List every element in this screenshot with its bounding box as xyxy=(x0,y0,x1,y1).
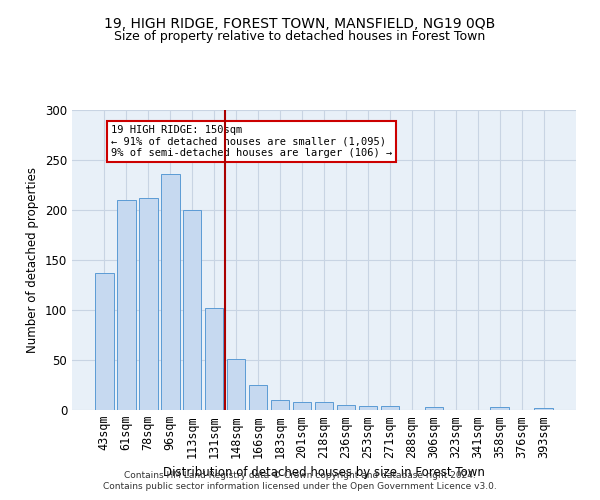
Y-axis label: Number of detached properties: Number of detached properties xyxy=(26,167,40,353)
Bar xyxy=(337,405,355,410)
Bar xyxy=(359,406,377,410)
Text: Size of property relative to detached houses in Forest Town: Size of property relative to detached ho… xyxy=(115,30,485,43)
Text: Contains public sector information licensed under the Open Government Licence v3: Contains public sector information licen… xyxy=(103,482,497,491)
Bar xyxy=(490,407,509,410)
Bar xyxy=(425,407,443,410)
Bar xyxy=(271,400,289,410)
Bar xyxy=(227,359,245,410)
Bar xyxy=(139,198,158,410)
Bar xyxy=(535,408,553,410)
Bar xyxy=(314,402,334,410)
Bar xyxy=(205,308,223,410)
Bar xyxy=(183,210,202,410)
Bar xyxy=(95,273,113,410)
Text: 19, HIGH RIDGE, FOREST TOWN, MANSFIELD, NG19 0QB: 19, HIGH RIDGE, FOREST TOWN, MANSFIELD, … xyxy=(104,18,496,32)
Bar xyxy=(161,174,179,410)
Text: Contains HM Land Registry data © Crown copyright and database right 2024.: Contains HM Land Registry data © Crown c… xyxy=(124,471,476,480)
Bar xyxy=(293,402,311,410)
Bar xyxy=(249,385,268,410)
Text: 19 HIGH RIDGE: 150sqm
← 91% of detached houses are smaller (1,095)
9% of semi-de: 19 HIGH RIDGE: 150sqm ← 91% of detached … xyxy=(111,125,392,158)
Bar xyxy=(380,406,399,410)
Bar xyxy=(117,200,136,410)
X-axis label: Distribution of detached houses by size in Forest Town: Distribution of detached houses by size … xyxy=(163,466,485,479)
